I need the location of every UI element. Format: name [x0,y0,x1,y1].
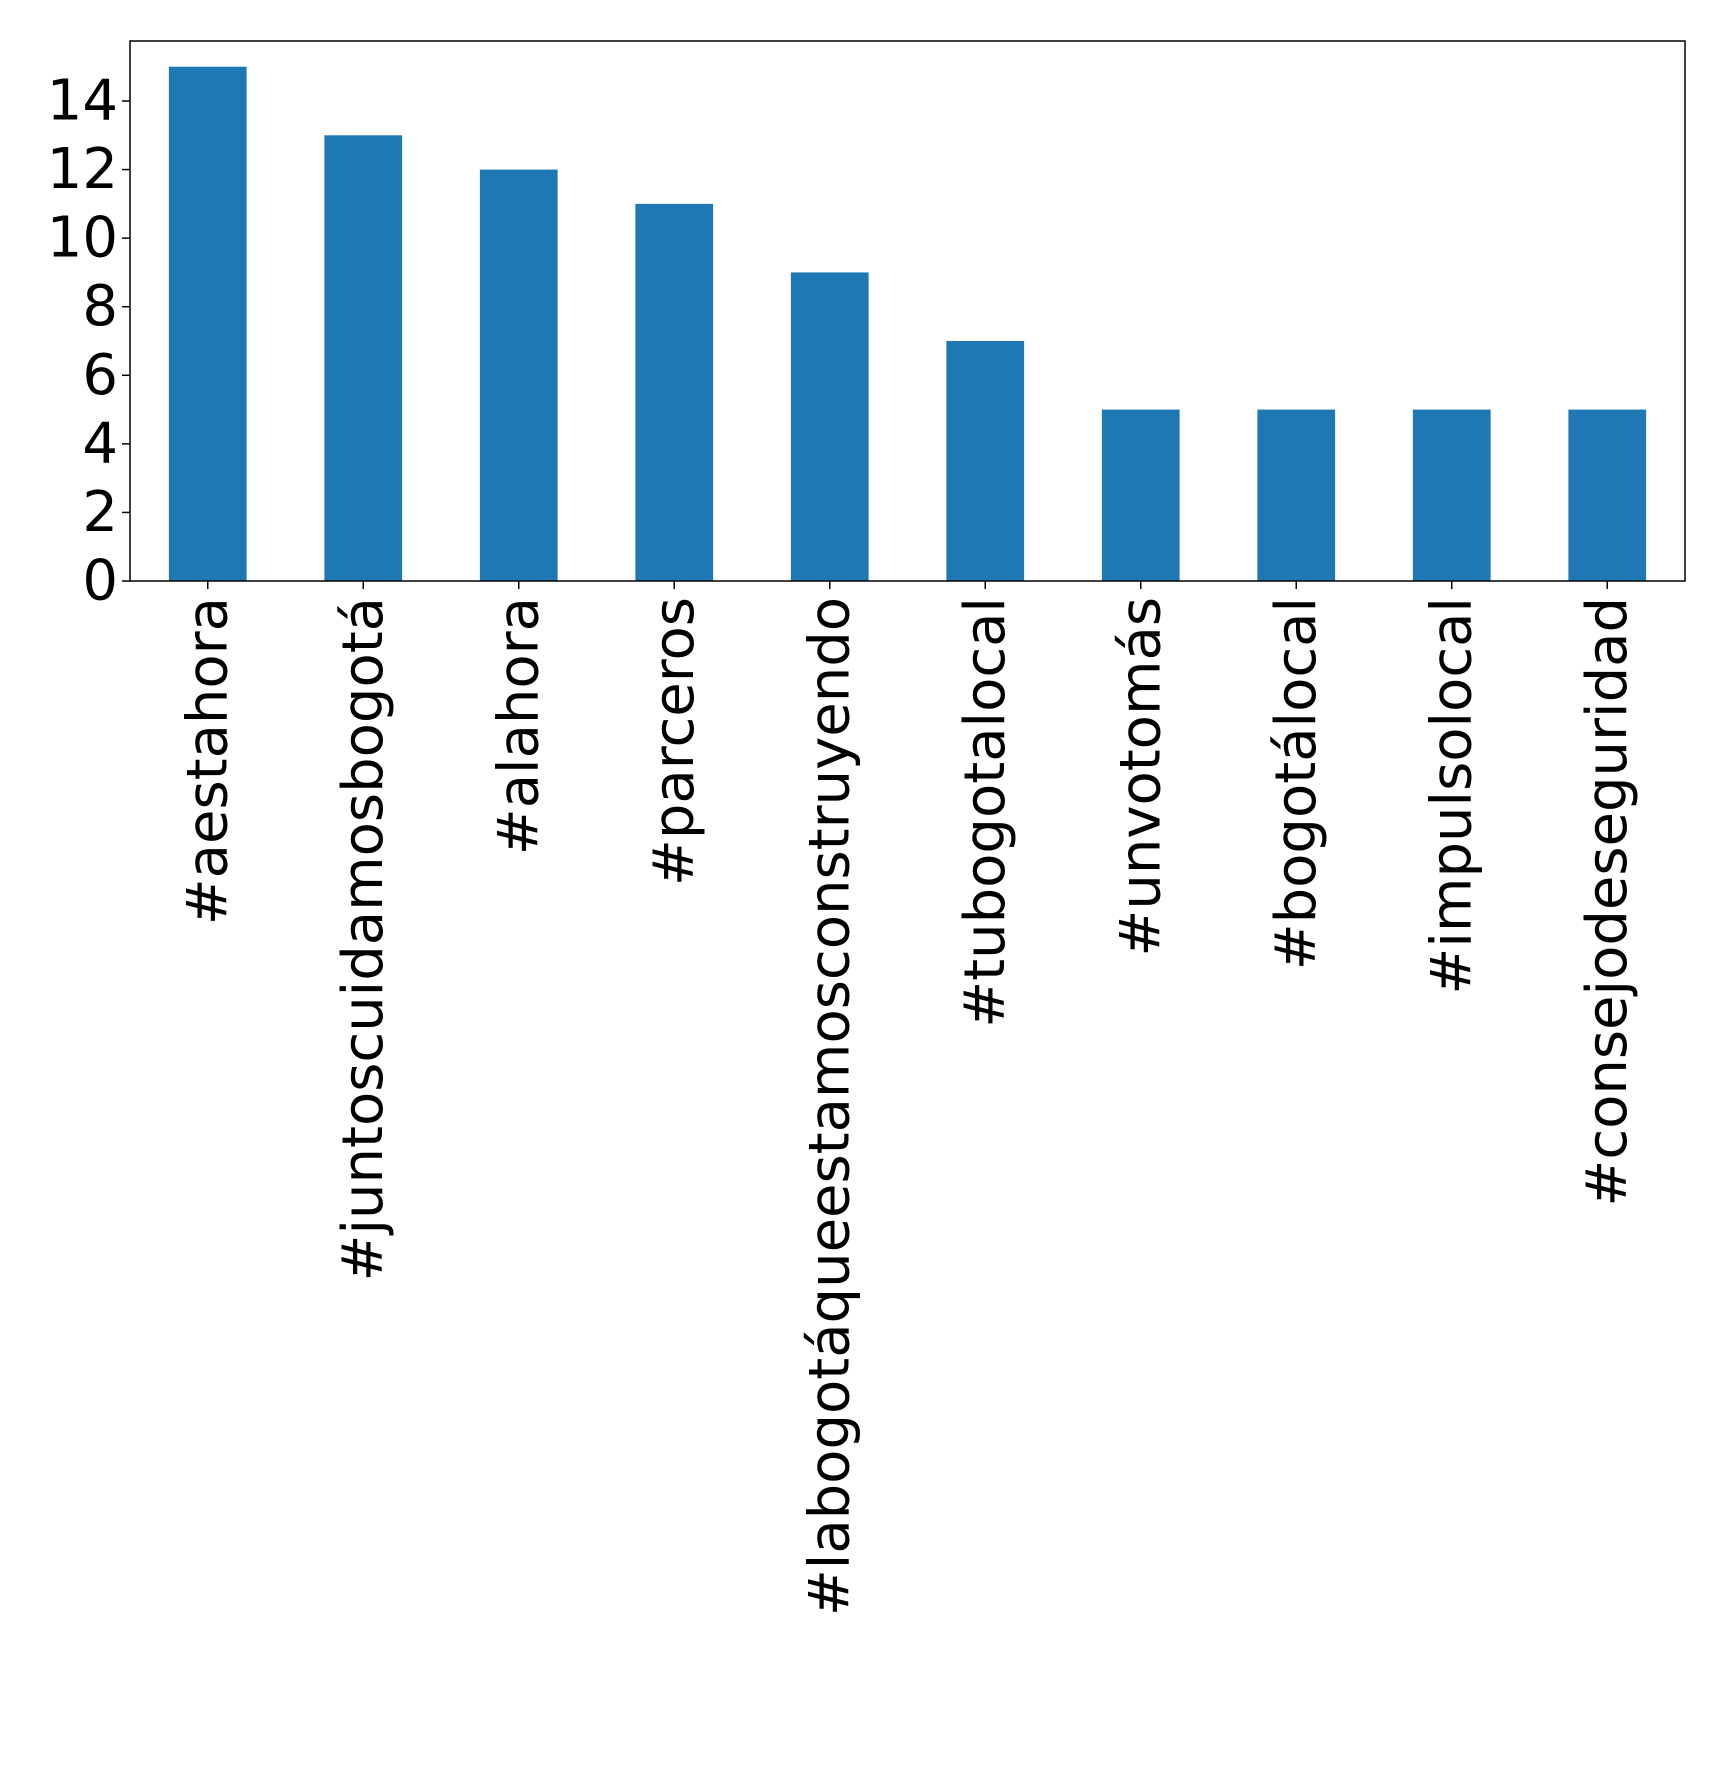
x-tick-label: #impulsolocal [1419,597,1484,995]
y-tick-label: 14 [47,69,118,134]
plot-frame [129,40,1686,582]
x-tick-label: #aestahora [175,597,240,925]
bar [168,66,247,581]
y-tick-label: 2 [82,480,118,545]
x-tick-label: #alahora [486,597,551,855]
x-axis: #aestahora #juntoscuidamosbogotá #alahora #… [175,581,1640,1616]
x-tick-label: #unvotomás [1108,597,1173,957]
y-tick-label: 8 [82,274,118,339]
y-tick-label: 6 [82,343,118,408]
bar [1101,409,1180,581]
y-tick-label: 4 [82,411,118,476]
bar [324,135,403,582]
bars-group [168,66,1647,582]
x-tick-label: #tubogotalocal [953,597,1018,1028]
bar [946,341,1025,581]
bar [635,203,714,581]
y-tick-label: 12 [47,137,118,202]
x-tick-label: #labogotáqueestamosconstruyendo [797,597,862,1616]
x-tick-label: #juntoscuidamosbogotá [331,597,396,1281]
bar [479,169,558,582]
bar [1412,409,1491,581]
x-tick-label: #consejodeseguridad [1575,597,1640,1207]
y-tick-label: 0 [82,549,118,614]
x-tick-label: #bogotálocal [1264,597,1329,970]
bar [1257,409,1336,581]
bar [1568,409,1647,581]
bar [790,272,869,581]
x-tick-label: #parceros [642,597,707,886]
y-tick-label: 10 [47,206,118,271]
